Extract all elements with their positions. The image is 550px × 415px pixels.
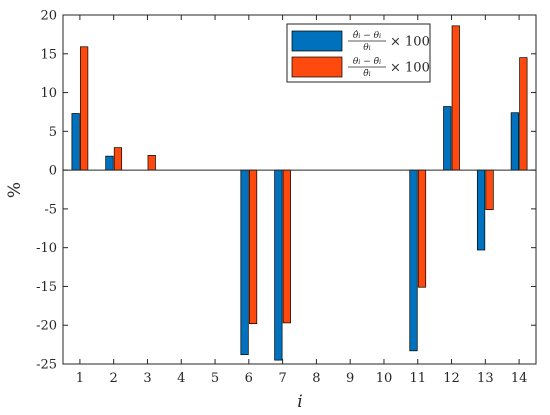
bar-series-1-cat-12	[443, 106, 452, 171]
y-axis-label: %	[5, 182, 25, 198]
x-tick-label: 7	[278, 371, 286, 386]
legend-times-100: × 100	[390, 35, 430, 50]
legend-swatch-series-1	[291, 30, 343, 52]
legend-numerator: θ̂i − θi	[353, 30, 381, 41]
y-tick-label: -20	[36, 319, 57, 334]
x-tick-label: 8	[312, 371, 320, 386]
legend-times-100: × 100	[390, 61, 430, 76]
bar-series-2-cat-7	[282, 169, 291, 324]
x-tick-label: 1	[76, 371, 84, 386]
bar-series-2-cat-1	[80, 46, 89, 171]
y-tick-label: 5	[49, 125, 57, 140]
bar-series-1-cat-1	[71, 113, 80, 171]
bar-series-2-cat-2	[113, 147, 123, 171]
y-tick-label: 0	[49, 164, 57, 179]
bar-series-2-cat-12	[451, 25, 460, 171]
y-axis-ticks: -25 -20 -15 -10 -5 0 5 10 15 20	[36, 9, 536, 373]
legend-swatch-series-2	[291, 56, 343, 78]
y-tick-label: 10	[40, 86, 57, 101]
legend-label-series-1: θ̂i − θi θi × 100	[348, 30, 430, 53]
x-axis-label: i	[297, 392, 302, 412]
x-tick-label: 9	[346, 371, 354, 386]
legend: θ̂i − θi θi × 100 θi − θ̄i θ̄i × 100	[286, 23, 431, 83]
y-tick-label: -15	[36, 280, 57, 295]
bar-series-1-cat-2	[105, 155, 114, 171]
y-tick-label: 15	[40, 47, 57, 62]
y-tick-label: -5	[44, 202, 57, 217]
bar-series-2-cat-6	[248, 169, 258, 325]
x-tick-label: 5	[211, 371, 219, 386]
legend-denominator: θi	[363, 43, 371, 53]
x-tick-label: 13	[477, 371, 494, 386]
bar-series-2-cat-14	[519, 57, 528, 171]
legend-denominator: θ̄i	[363, 69, 371, 79]
bars-group	[71, 25, 528, 361]
x-tick-label: 3	[143, 371, 151, 386]
bar-series-2-cat-11	[417, 169, 427, 288]
x-axis-ticks: 1 2 3 4 5 6 7 8 9 10 11 12 13 14	[76, 15, 528, 386]
x-tick-label: 14	[511, 371, 528, 386]
bar-series-1-cat-13	[476, 169, 486, 251]
x-tick-label: 12	[443, 371, 460, 386]
bar-series-1-cat-11	[409, 169, 418, 352]
bar-series-1-cat-7	[274, 169, 283, 361]
x-tick-label: 2	[110, 371, 118, 386]
y-tick-label: 20	[40, 9, 57, 24]
axes-box	[62, 14, 537, 365]
bar-series-1-cat-6	[240, 169, 249, 356]
y-tick-label: -25	[36, 358, 57, 373]
bar-series-2-cat-3	[147, 155, 156, 171]
x-tick-label: 4	[177, 371, 185, 386]
x-tick-label: 10	[376, 371, 393, 386]
bar-series-2-cat-13	[485, 169, 494, 211]
x-tick-label: 11	[409, 371, 426, 386]
legend-label-series-2: θi − θ̄i θ̄i × 100	[348, 57, 430, 79]
x-tick-label: 6	[245, 371, 253, 386]
y-tick-label: -10	[36, 241, 57, 256]
bar-series-1-cat-14	[510, 112, 519, 171]
legend-numerator: θi − θ̄i	[353, 57, 381, 67]
